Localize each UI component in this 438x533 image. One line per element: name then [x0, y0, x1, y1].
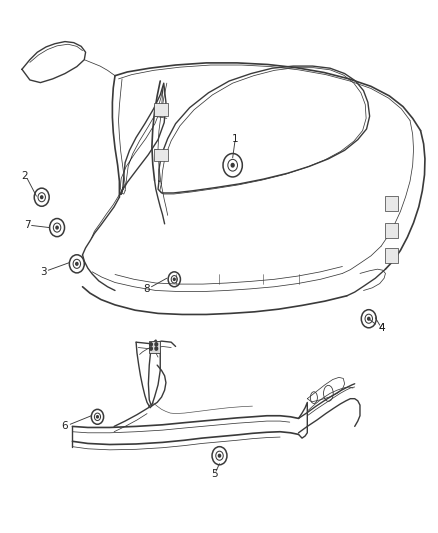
Bar: [384, 248, 397, 263]
Text: 5: 5: [210, 470, 217, 479]
Circle shape: [231, 164, 233, 167]
Circle shape: [155, 343, 157, 346]
Text: 1: 1: [231, 134, 238, 143]
Text: 3: 3: [39, 267, 46, 277]
Bar: [384, 223, 397, 238]
Circle shape: [75, 262, 78, 265]
Circle shape: [96, 416, 98, 418]
Circle shape: [218, 454, 220, 457]
Circle shape: [149, 347, 152, 350]
Text: 6: 6: [61, 422, 68, 431]
Text: 2: 2: [21, 171, 28, 181]
Circle shape: [367, 317, 369, 320]
Text: 8: 8: [142, 285, 149, 294]
Circle shape: [149, 343, 152, 346]
Bar: [153, 149, 167, 161]
Bar: [153, 103, 167, 116]
Circle shape: [56, 226, 58, 229]
Circle shape: [155, 347, 157, 350]
Circle shape: [173, 278, 175, 280]
Text: 7: 7: [24, 221, 31, 230]
Circle shape: [40, 196, 43, 199]
Bar: [384, 196, 397, 211]
Text: 4: 4: [378, 323, 385, 333]
Bar: [149, 341, 160, 353]
Text: 4: 4: [378, 323, 385, 333]
